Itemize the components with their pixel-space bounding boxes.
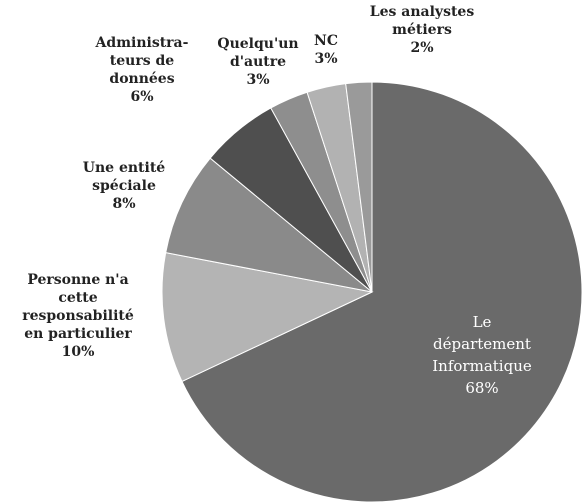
pie-slice bbox=[161, 252, 374, 383]
value-label: 6% bbox=[130, 89, 154, 105]
slice-label: Quelqu'un d'autre 3% bbox=[217, 35, 298, 89]
slice-label: Administra- teurs de données 6% bbox=[96, 34, 189, 106]
category-label: Les analystes métiers bbox=[369, 4, 475, 38]
slice-label: NC 3% bbox=[314, 32, 338, 68]
value-label: 10% bbox=[61, 344, 95, 360]
category-label: Une entité spéciale bbox=[82, 160, 166, 194]
slice-label: Une entité spéciale 8% bbox=[83, 159, 165, 213]
category-label: NC bbox=[314, 33, 338, 49]
value-label: 2% bbox=[410, 40, 434, 56]
value-label: 3% bbox=[314, 51, 338, 67]
category-label: Administra- teurs de données bbox=[95, 35, 189, 87]
value-label: 3% bbox=[246, 72, 270, 88]
category-label: Le département Informatique bbox=[432, 313, 532, 375]
pie-slice bbox=[165, 157, 373, 293]
value-label: 68% bbox=[465, 379, 499, 397]
value-label: 8% bbox=[112, 196, 136, 212]
category-label: Quelqu'un d'autre bbox=[217, 36, 299, 70]
slice-label: Les analystes métiers 2% bbox=[370, 3, 474, 57]
category-label: Personne n'a cette responsabilité en par… bbox=[22, 272, 134, 342]
slice-label: Le département Informatique 68% bbox=[432, 311, 531, 399]
slice-label: Personne n'a cette responsabilité en par… bbox=[22, 271, 134, 361]
pie-slice bbox=[345, 81, 373, 293]
pie-slice bbox=[181, 81, 583, 503]
